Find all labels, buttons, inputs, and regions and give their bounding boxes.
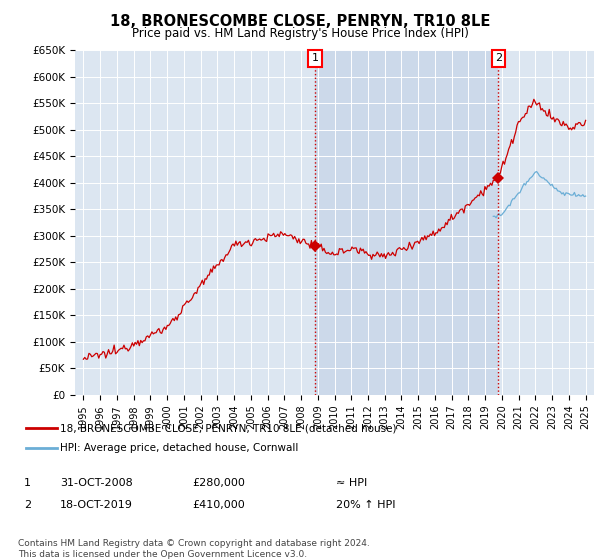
Text: 2: 2 xyxy=(495,53,502,63)
Text: ≈ HPI: ≈ HPI xyxy=(336,478,367,488)
Text: 1: 1 xyxy=(311,53,319,63)
Text: 2: 2 xyxy=(24,500,31,510)
Text: 18, BRONESCOMBE CLOSE, PENRYN, TR10 8LE (detached house): 18, BRONESCOMBE CLOSE, PENRYN, TR10 8LE … xyxy=(60,423,397,433)
Text: 20% ↑ HPI: 20% ↑ HPI xyxy=(336,500,395,510)
Text: Contains HM Land Registry data © Crown copyright and database right 2024.
This d: Contains HM Land Registry data © Crown c… xyxy=(18,539,370,559)
Bar xyxy=(315,50,499,395)
Text: 18, BRONESCOMBE CLOSE, PENRYN, TR10 8LE: 18, BRONESCOMBE CLOSE, PENRYN, TR10 8LE xyxy=(110,14,490,29)
Text: HPI: Average price, detached house, Cornwall: HPI: Average price, detached house, Corn… xyxy=(60,443,298,453)
Text: 1: 1 xyxy=(24,478,31,488)
Text: Price paid vs. HM Land Registry's House Price Index (HPI): Price paid vs. HM Land Registry's House … xyxy=(131,27,469,40)
Text: 31-OCT-2008: 31-OCT-2008 xyxy=(60,478,133,488)
Text: £410,000: £410,000 xyxy=(192,500,245,510)
Text: 18-OCT-2019: 18-OCT-2019 xyxy=(60,500,133,510)
Text: £280,000: £280,000 xyxy=(192,478,245,488)
